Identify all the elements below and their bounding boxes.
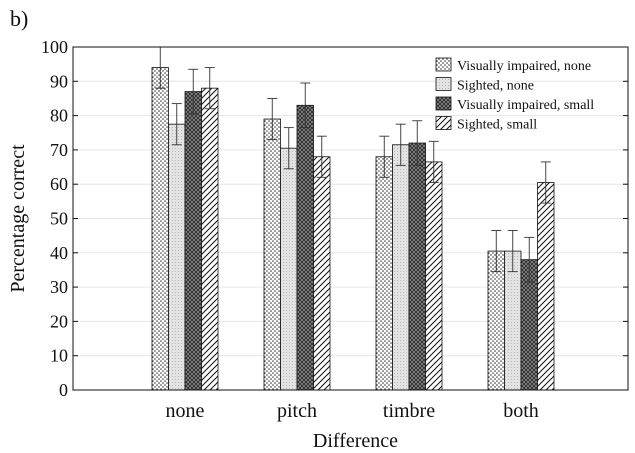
y-tick-label: 80 [50,106,68,126]
y-tick-label: 10 [50,346,68,366]
bar [425,161,443,391]
y-tick-label: 20 [50,311,68,331]
x-axis-label: Difference [313,430,398,452]
bar [184,91,202,391]
x-tick-label: none [166,400,205,422]
legend-label: Sighted, none [457,79,534,94]
legend-label: Visually impaired, small [457,98,594,113]
y-tick-label: 100 [41,37,68,57]
x-tick-label: timbre [383,400,435,422]
y-tick-label: 40 [50,243,68,263]
legend-swatch [435,57,452,72]
y-tick-label: 90 [50,71,68,91]
bar [263,118,281,391]
legend-swatch [435,96,452,111]
series-4 [201,67,555,391]
legend: Visually impaired, none Sighted, none Visu… [435,57,594,133]
bar [151,67,169,391]
bar [392,144,410,391]
y-axis-label: Percentage correct [7,144,29,293]
x-tick-label: pitch [277,400,317,422]
x-tick-label: both [503,400,539,422]
bar [408,142,426,391]
bar [537,182,555,391]
bar [296,104,314,391]
y-tick-label: 60 [50,174,68,194]
y-tick-label: 70 [50,140,68,160]
legend-label: Visually impaired, none [457,59,591,74]
bar [280,147,298,391]
axes: 0 10 20 30 40 50 60 70 80 90 100 none pitch timbre bot… [7,37,629,452]
legend-swatch [435,77,452,91]
y-tick-label: 50 [50,209,68,229]
legend-label: Sighted, small [457,118,537,133]
bar [375,156,393,391]
bar [168,123,186,391]
bar-series [151,46,555,391]
series-2 [168,103,522,391]
y-tick-label: 30 [50,277,68,297]
bar [313,156,331,391]
series-1 [151,46,505,391]
series-3 [184,68,538,391]
panel-label: b) [10,6,29,31]
bar [201,87,219,391]
y-tick-label: 0 [59,380,68,400]
legend-swatch [435,116,452,130]
